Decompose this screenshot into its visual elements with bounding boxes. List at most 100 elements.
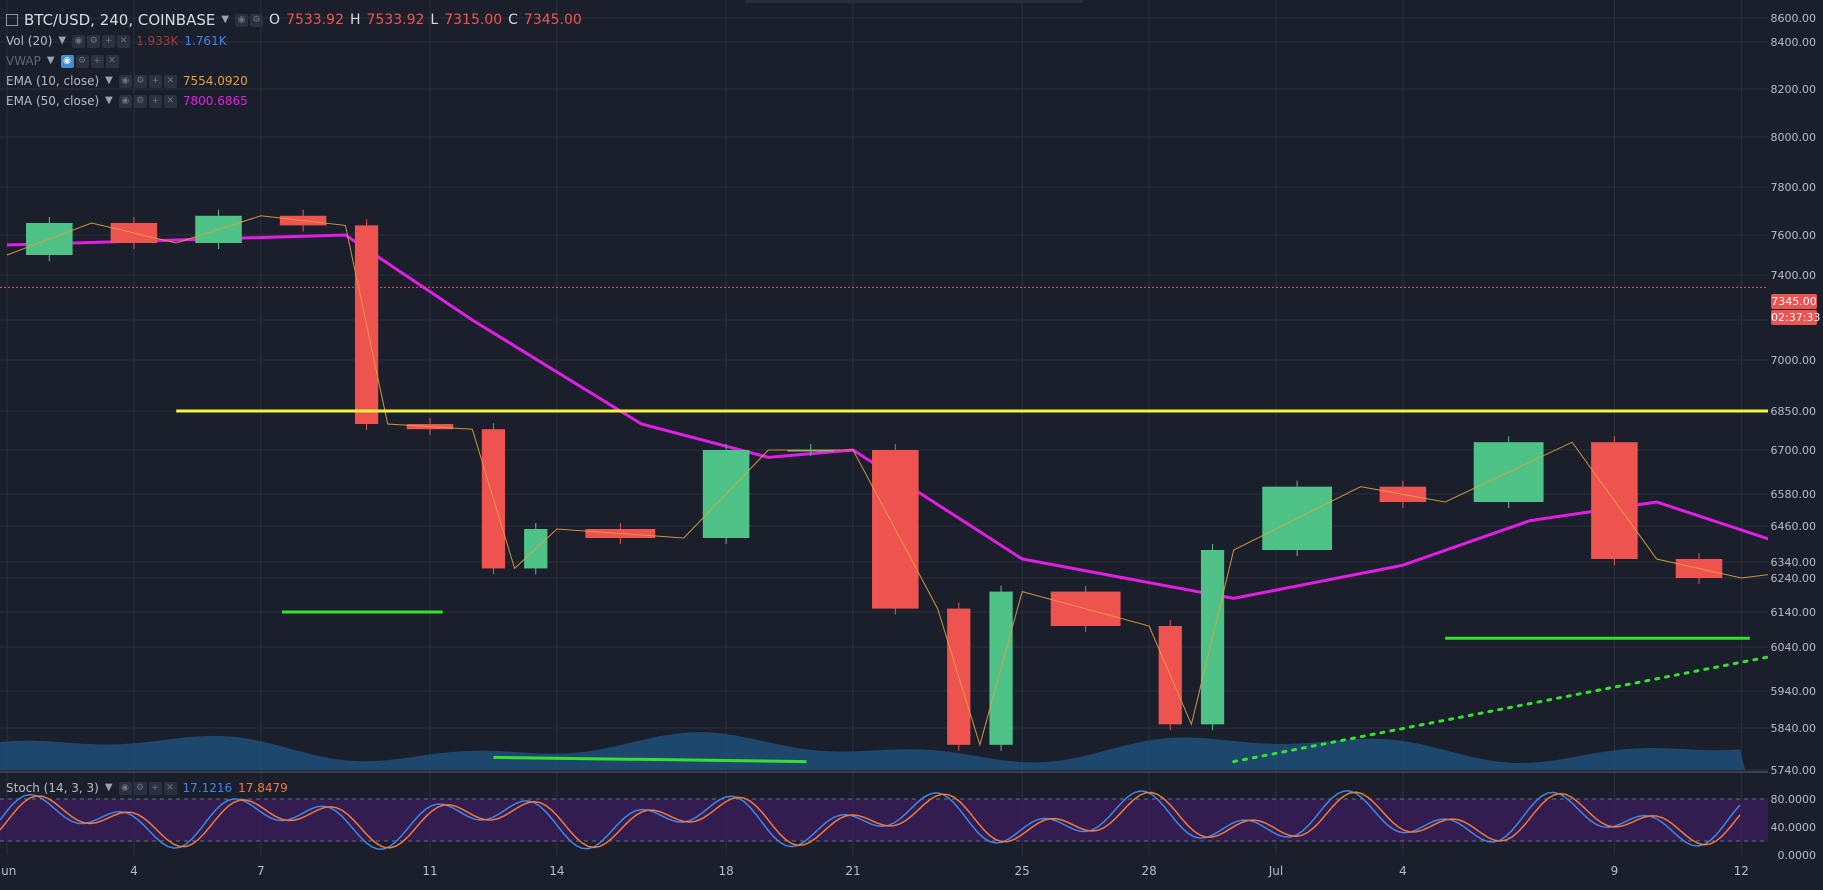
settings-icon: ⚙ [133,781,147,795]
ohlc-close-label: C [508,12,518,28]
price-tick-label: 6580.00 [1771,488,1817,501]
price-tick-label: 8000.00 [1771,131,1817,144]
close-icon: ✕ [105,54,119,68]
date-tick-label: 28 [1141,864,1156,878]
price-tick-label: 6240.00 [1771,572,1817,585]
collapse-icon[interactable] [6,14,18,26]
settings-icon: ⚙ [87,34,101,48]
chevron-down-icon[interactable]: ▼ [104,782,113,793]
candle [787,450,834,452]
price-tick-label: 6340.00 [1771,556,1817,569]
stoch-controls[interactable]: ◉ ⚙ + ✕ [118,781,177,795]
ema10-controls[interactable]: ◉ ⚙ + ✕ [118,74,177,88]
add-icon: + [102,34,116,48]
date-tick-label: 11 [422,864,437,878]
stoch-tick-label: 80.0000 [1771,793,1817,806]
settings-icon: ⚙ [75,54,89,68]
current-price-tag: 7345.00 [1771,294,1817,309]
price-tick-label: 7800.00 [1771,181,1817,194]
ohlc-open: 7533.92 [286,12,344,28]
top-handle[interactable] [745,0,1083,3]
eye-icon: ◉ [118,781,132,795]
symbol-title[interactable]: BTC/USD, 240, COINBASE [24,11,216,29]
symbol-controls[interactable]: ◉ ⚙ [235,13,264,27]
price-tick-label: 6040.00 [1771,641,1817,654]
price-tick-label: 5740.00 [1771,764,1817,777]
vwap-controls[interactable]: ◉ ⚙ + ✕ [60,54,119,68]
add-icon: + [148,94,162,108]
date-tick-label: 12 [1734,864,1749,878]
ohlc-open-label: O [269,12,281,28]
price-tick-label: 6460.00 [1771,520,1817,533]
add-icon: + [148,74,162,88]
stochastic-pane [0,790,1768,850]
chevron-down-icon[interactable]: ▼ [58,35,67,46]
date-tick-label: 25 [1015,864,1030,878]
price-axis-bg [1768,0,1823,886]
ema50-label[interactable]: EMA (50, close) [6,94,100,108]
ema10-value: 7554.0920 [182,74,248,88]
settings-icon: ⚙ [133,74,147,88]
vwap-label[interactable]: VWAP [6,54,41,68]
ohlc-low-label: L [430,12,439,28]
date-tick-label: 21 [845,864,860,878]
close-icon: ✕ [163,94,177,108]
close-icon: ✕ [163,74,177,88]
chevron-down-icon[interactable]: ▼ [105,95,113,106]
vol-label[interactable]: Vol (20) [6,34,53,48]
ema50-controls[interactable]: ◉ ⚙ + ✕ [118,94,177,108]
date-tick-label: 18 [718,864,733,878]
countdown-tag: 02:37:33 [1771,310,1821,325]
date-tick-label: 14 [549,864,564,878]
close-icon: ✕ [163,781,177,795]
add-icon: + [148,781,162,795]
price-tick-label: 8200.00 [1771,83,1817,96]
eye-icon: ◉ [118,94,132,108]
price-tick-label: 5940.00 [1771,685,1817,698]
chevron-down-icon[interactable]: ▼ [105,75,113,86]
price-tick-label: 7000.00 [1771,354,1817,367]
add-icon: + [90,54,104,68]
support-line-2[interactable] [493,755,807,764]
volume-area [0,732,1745,770]
chevron-down-icon[interactable]: ▼ [46,55,55,66]
close-icon: ✕ [117,34,131,48]
price-tick-label: 6140.00 [1771,606,1817,619]
time-axis[interactable]: Jun47111418212528Jul49121619232629Aug [0,864,1823,878]
ema10-line [6,215,1823,747]
price-series [0,209,1823,751]
ohlc-high-label: H [349,12,361,28]
rising-trendline[interactable] [1232,497,1823,764]
eye-icon: ◉ [235,13,249,27]
ema10-label[interactable]: EMA (10, close) [6,74,100,88]
stoch-k-value: 17.1216 [182,781,233,795]
date-tick-label: Jul [1268,864,1283,878]
vol-value-1: 1.933K [136,34,179,48]
price-tick-label: 7400.00 [1771,269,1817,282]
price-tick-label: 6850.00 [1771,405,1817,418]
eye-icon: ◉ [118,74,132,88]
date-tick-label: 4 [130,864,138,878]
eye-icon: ◉ [72,34,86,48]
date-tick-label: 7 [257,864,265,878]
date-tick-label: 4 [1399,864,1407,878]
ema50-value: 7800.6865 [182,94,248,108]
volume-band [0,732,1745,770]
stoch-label[interactable]: Stoch (14, 3, 3) [6,781,99,795]
chevron-down-icon[interactable]: ▼ [221,14,230,25]
trendline-drawings[interactable] [176,32,1823,764]
stoch-band [0,799,1768,841]
ohlc-low: 7315.00 [444,12,503,28]
price-axis[interactable]: 8600.00 8400.00 8200.00 8000.00 7800.00 7600.… [1768,0,1823,886]
price-tick-label: 6700.00 [1771,444,1817,457]
stoch-d-value: 17.8479 [238,781,288,795]
vol-controls[interactable]: ◉ ⚙ + ✕ [72,34,131,48]
stoch-d-line [0,791,1741,849]
date-tick-label: 9 [1611,864,1619,878]
stoch-tick-label: 40.0000 [1771,821,1817,834]
eye-icon: ◉ [60,54,74,68]
price-tick-label: 7600.00 [1771,229,1817,242]
price-tick-label: 8600.00 [1771,12,1817,25]
